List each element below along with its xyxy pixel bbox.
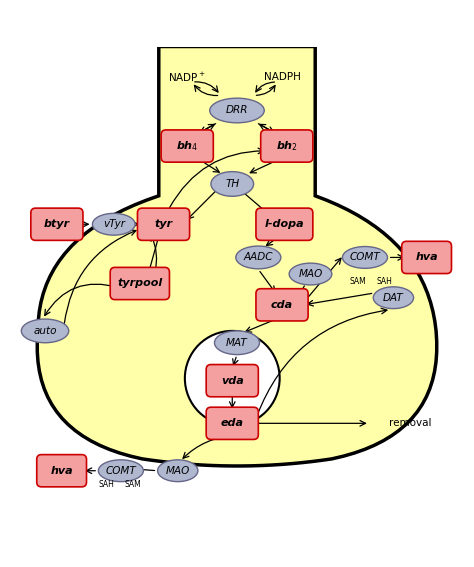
Text: btyr: btyr bbox=[44, 219, 70, 229]
Text: tyr: tyr bbox=[155, 219, 173, 229]
Text: vTyr: vTyr bbox=[103, 219, 125, 229]
FancyBboxPatch shape bbox=[256, 208, 313, 240]
FancyBboxPatch shape bbox=[206, 365, 258, 397]
Text: bh$_2$: bh$_2$ bbox=[276, 139, 298, 153]
Text: hva: hva bbox=[50, 466, 73, 476]
Text: l-dopa: l-dopa bbox=[264, 219, 304, 229]
Ellipse shape bbox=[99, 460, 143, 481]
Text: vda: vda bbox=[221, 376, 244, 386]
FancyBboxPatch shape bbox=[402, 242, 451, 273]
Text: hva: hva bbox=[415, 252, 438, 263]
Text: MAO: MAO bbox=[298, 269, 323, 279]
Text: bh$_4$: bh$_4$ bbox=[176, 139, 199, 153]
Text: MAO: MAO bbox=[165, 466, 190, 476]
Text: DRR: DRR bbox=[226, 105, 248, 116]
Ellipse shape bbox=[211, 172, 254, 196]
Text: SAH: SAH bbox=[376, 277, 392, 286]
FancyBboxPatch shape bbox=[161, 130, 213, 162]
Text: SAH: SAH bbox=[99, 480, 115, 489]
Text: MAT: MAT bbox=[226, 338, 248, 348]
Text: auto: auto bbox=[33, 326, 57, 336]
FancyBboxPatch shape bbox=[110, 268, 169, 299]
Ellipse shape bbox=[289, 263, 332, 285]
Text: DAT: DAT bbox=[383, 293, 404, 303]
Text: AADC: AADC bbox=[244, 252, 273, 263]
Ellipse shape bbox=[157, 460, 198, 481]
Ellipse shape bbox=[342, 247, 387, 268]
Text: TH: TH bbox=[225, 179, 239, 189]
Ellipse shape bbox=[373, 287, 413, 308]
FancyBboxPatch shape bbox=[256, 289, 308, 321]
Ellipse shape bbox=[236, 246, 281, 269]
Polygon shape bbox=[37, 46, 437, 466]
Ellipse shape bbox=[92, 213, 135, 235]
Text: cda: cda bbox=[271, 300, 293, 310]
Ellipse shape bbox=[210, 98, 264, 123]
Text: SAM: SAM bbox=[349, 277, 366, 286]
Text: NADP$^+$: NADP$^+$ bbox=[168, 71, 206, 84]
FancyBboxPatch shape bbox=[37, 455, 86, 487]
FancyBboxPatch shape bbox=[261, 130, 313, 162]
Text: tyrpool: tyrpool bbox=[117, 278, 163, 289]
Text: SAM: SAM bbox=[124, 480, 141, 489]
Text: removal: removal bbox=[389, 418, 431, 428]
Text: COMT: COMT bbox=[350, 252, 380, 263]
FancyBboxPatch shape bbox=[31, 208, 83, 240]
Text: COMT: COMT bbox=[106, 466, 136, 476]
Ellipse shape bbox=[21, 319, 69, 342]
Text: NADPH: NADPH bbox=[264, 73, 301, 82]
FancyBboxPatch shape bbox=[137, 208, 190, 240]
FancyBboxPatch shape bbox=[206, 407, 258, 439]
Circle shape bbox=[185, 331, 280, 426]
Text: eda: eda bbox=[221, 418, 244, 428]
Ellipse shape bbox=[214, 331, 259, 354]
